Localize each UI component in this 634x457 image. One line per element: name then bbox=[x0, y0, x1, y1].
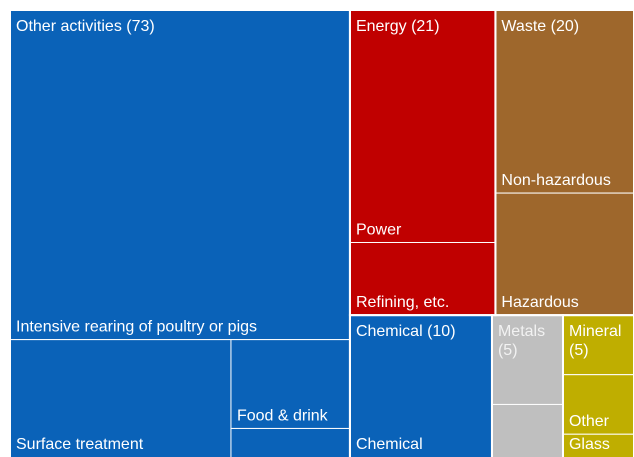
cell bbox=[494, 9, 634, 194]
cell-label: Intensive rearing of poultry or pigs bbox=[16, 319, 257, 336]
group-label: Waste (20) bbox=[501, 18, 579, 35]
group-label: Metals (5) bbox=[498, 323, 545, 359]
cell-label: Food & drink bbox=[237, 408, 329, 425]
cell-label: Hazardous bbox=[501, 294, 578, 311]
cell bbox=[349, 314, 493, 457]
group-outlines bbox=[9, 9, 634, 457]
cell bbox=[230, 339, 351, 429]
cell-label: Chemical bbox=[356, 436, 423, 453]
labels: Intensive rearing of poultry or pigs Surf… bbox=[16, 18, 621, 453]
cell-label: Non-hazardous bbox=[501, 172, 610, 189]
cell bbox=[494, 192, 634, 316]
group-label: Mineral (5) bbox=[569, 323, 621, 359]
group-label: Chemical (10) bbox=[356, 323, 456, 340]
group-label: Other activities (73) bbox=[16, 18, 155, 35]
cells bbox=[9, 9, 634, 457]
cell bbox=[9, 9, 351, 341]
cell bbox=[230, 427, 351, 457]
cell bbox=[349, 9, 496, 243]
group-label: Energy (21) bbox=[356, 18, 440, 35]
cell-label: Surface treatment bbox=[16, 436, 144, 453]
cell-label: Power bbox=[356, 222, 402, 239]
cell bbox=[491, 403, 564, 457]
cell-label: Other bbox=[569, 413, 610, 430]
cell-label: Refining, etc. bbox=[356, 294, 449, 311]
cell-label: Glass bbox=[569, 436, 610, 453]
cell bbox=[9, 339, 232, 457]
